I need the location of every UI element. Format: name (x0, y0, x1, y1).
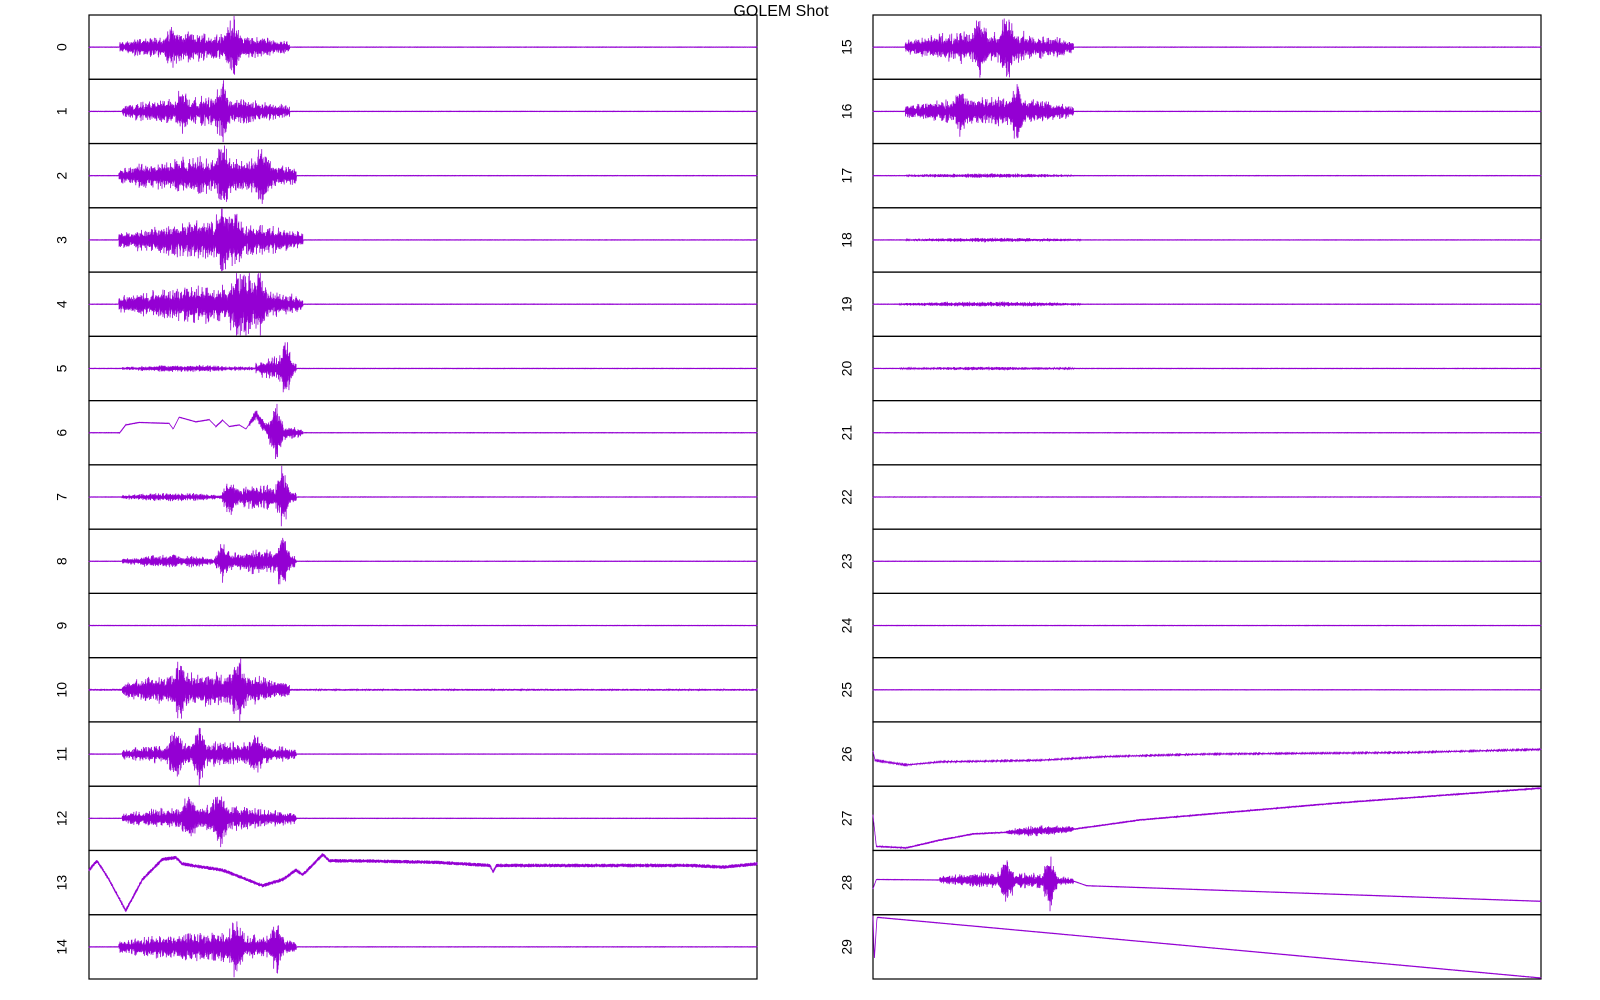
signal-trace-13 (88, 853, 758, 913)
channel-panel-11: 11 (54, 721, 758, 787)
channel-panel-23: 23 (839, 528, 1542, 595)
signal-trace-1 (88, 80, 758, 143)
channel-panel-15: 15 (839, 14, 1542, 80)
channel-panel-9: 9 (54, 592, 758, 659)
channel-label: 3 (54, 236, 70, 244)
channel-panel-2: 2 (54, 142, 758, 209)
channel-label: 19 (839, 296, 855, 312)
signal-trace-2 (88, 145, 758, 204)
chart-title: GOLEM Shot (733, 3, 829, 20)
signal-trace-5 (88, 342, 758, 393)
channel-label: 1 (54, 107, 70, 115)
channel-panel-3: 3 (54, 207, 758, 273)
signal-trace-18 (872, 237, 1542, 243)
channel-label: 5 (54, 364, 70, 372)
channel-label: 8 (54, 557, 70, 565)
channel-panel-17: 17 (839, 142, 1542, 209)
signal-trace-16 (872, 84, 1542, 139)
channel-panel-1: 1 (54, 78, 758, 145)
channel-panel-8: 8 (54, 528, 758, 595)
panel-frame (872, 914, 1542, 980)
signal-trace-29 (872, 915, 1542, 979)
signal-trace-10 (88, 658, 758, 721)
channel-panel-5: 5 (54, 335, 758, 402)
channel-label: 11 (54, 747, 70, 762)
channel-panel-28: 28 (839, 849, 1542, 916)
signal-trace-6 (88, 403, 758, 460)
channel-panel-6: 6 (54, 400, 758, 466)
channel-label: 0 (54, 43, 70, 51)
channel-label: 17 (839, 168, 855, 184)
signal-trace-20 (872, 366, 1542, 371)
channel-panel-29: 29 (839, 914, 1542, 980)
signal-trace-15 (872, 18, 1542, 78)
channel-label: 2 (54, 172, 70, 180)
channel-panel-21: 21 (839, 400, 1542, 466)
channel-panel-7: 7 (54, 464, 758, 530)
signal-trace-26 (872, 747, 1542, 767)
channel-label: 28 (839, 875, 855, 891)
signal-trace-3 (88, 208, 758, 272)
channel-panel-18: 18 (839, 207, 1542, 273)
channel-label: 13 (54, 875, 70, 891)
channel-panel-4: 4 (54, 271, 758, 337)
channel-label: 21 (839, 425, 855, 441)
channel-label: 6 (54, 429, 70, 437)
signal-trace-0 (88, 15, 758, 75)
channel-panel-0: 0 (54, 14, 758, 80)
channel-label: 26 (839, 746, 855, 762)
signal-trace-12 (88, 796, 758, 848)
channel-label: 24 (839, 618, 855, 634)
channel-label: 10 (54, 682, 70, 698)
channel-label: 4 (54, 300, 70, 308)
signal-trace-17 (872, 173, 1542, 178)
channel-panel-26: 26 (839, 721, 1542, 787)
channel-label: 23 (839, 553, 855, 569)
channel-label: 25 (839, 682, 855, 698)
panel-frame (88, 849, 758, 916)
channel-label: 7 (54, 493, 70, 501)
channel-label: 29 (839, 939, 855, 955)
channel-panel-16: 16 (839, 78, 1542, 145)
signal-trace-27 (872, 786, 1542, 850)
signal-trace-14 (88, 921, 758, 978)
channel-panel-10: 10 (54, 657, 758, 723)
channel-panel-19: 19 (839, 271, 1542, 337)
channel-label: 12 (54, 810, 70, 826)
channel-label: 15 (839, 39, 855, 55)
channel-label: 14 (54, 939, 70, 955)
channel-label: 20 (839, 360, 855, 376)
channel-panel-20: 20 (839, 335, 1542, 402)
signal-trace-19 (872, 301, 1542, 308)
channel-panel-13: 13 (54, 849, 758, 916)
signal-trace-4 (88, 273, 758, 336)
channel-panel-25: 25 (839, 657, 1542, 723)
channel-panel-14: 14 (54, 914, 758, 980)
channel-label: 18 (839, 232, 855, 248)
channel-panel-12: 12 (54, 785, 758, 852)
signal-trace-28 (872, 856, 1542, 912)
signal-trace-8 (88, 537, 758, 585)
signal-trace-7 (88, 465, 758, 527)
channel-label: 27 (839, 810, 855, 826)
channel-panel-24: 24 (839, 592, 1542, 659)
channel-label: 22 (839, 489, 855, 505)
signal-trace-11 (88, 727, 758, 786)
channel-label: 16 (839, 103, 855, 119)
channel-panel-22: 22 (839, 464, 1542, 530)
channel-panel-27: 27 (839, 785, 1542, 852)
channel-label: 9 (54, 621, 70, 629)
